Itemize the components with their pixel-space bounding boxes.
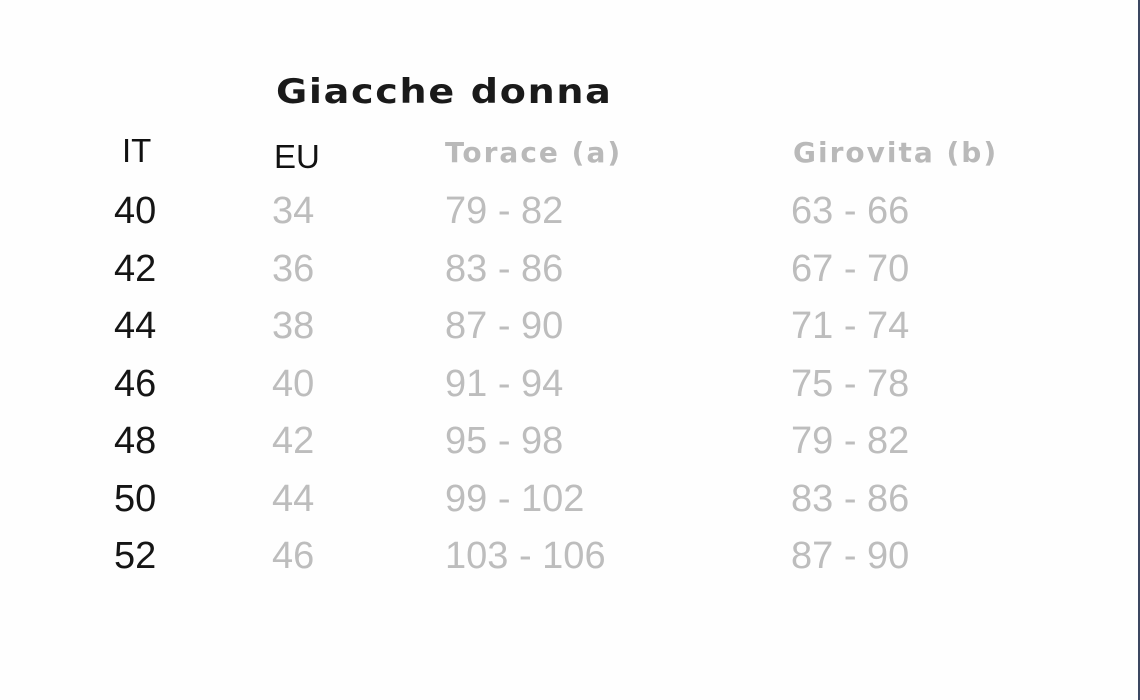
header-torace: Torace (a) <box>445 136 623 169</box>
table-row: 52 46 103 - 106 87 - 90 <box>0 535 1140 585</box>
page-title: Giacche donna <box>276 72 613 112</box>
torace-range: 99 - 102 <box>445 477 585 520</box>
size-eu: 42 <box>272 420 315 462</box>
size-eu: 46 <box>272 535 315 577</box>
girovita-range: 79 - 82 <box>791 420 910 462</box>
girovita-range: 71 - 74 <box>791 305 910 347</box>
size-eu: 34 <box>272 190 315 232</box>
size-it: 48 <box>114 420 157 462</box>
size-it: 46 <box>114 362 157 405</box>
girovita-range: 67 - 70 <box>791 247 910 290</box>
table-row: 50 44 99 - 102 83 - 86 <box>0 478 1140 528</box>
header-it: IT <box>122 132 152 169</box>
header-girovita: Girovita (b) <box>793 136 999 169</box>
size-eu: 36 <box>272 247 315 290</box>
torace-range: 103 - 106 <box>445 535 606 577</box>
table-row: 40 34 79 - 82 63 - 66 <box>0 190 1140 240</box>
table-row: 48 42 95 - 98 79 - 82 <box>0 420 1140 470</box>
torace-range: 91 - 94 <box>445 362 564 405</box>
table-row: 44 38 87 - 90 71 - 74 <box>0 305 1140 355</box>
size-it: 42 <box>114 247 157 290</box>
right-edge-border <box>1138 0 1140 700</box>
torace-range: 95 - 98 <box>445 420 564 462</box>
girovita-range: 87 - 90 <box>791 535 910 577</box>
size-it: 52 <box>114 535 157 577</box>
girovita-range: 83 - 86 <box>791 477 910 520</box>
size-eu: 40 <box>272 362 315 405</box>
table-row: 46 40 91 - 94 75 - 78 <box>0 363 1140 413</box>
girovita-range: 63 - 66 <box>791 190 910 232</box>
torace-range: 79 - 82 <box>445 190 564 232</box>
torace-range: 87 - 90 <box>445 305 564 347</box>
size-it: 44 <box>114 305 157 347</box>
torace-range: 83 - 86 <box>445 247 564 290</box>
header-eu: EU <box>274 138 320 175</box>
size-eu: 38 <box>272 305 315 347</box>
girovita-range: 75 - 78 <box>791 362 910 405</box>
size-eu: 44 <box>272 477 315 520</box>
table-row: 42 36 83 - 86 67 - 70 <box>0 248 1140 298</box>
size-it: 40 <box>114 190 157 232</box>
size-it: 50 <box>114 477 157 520</box>
